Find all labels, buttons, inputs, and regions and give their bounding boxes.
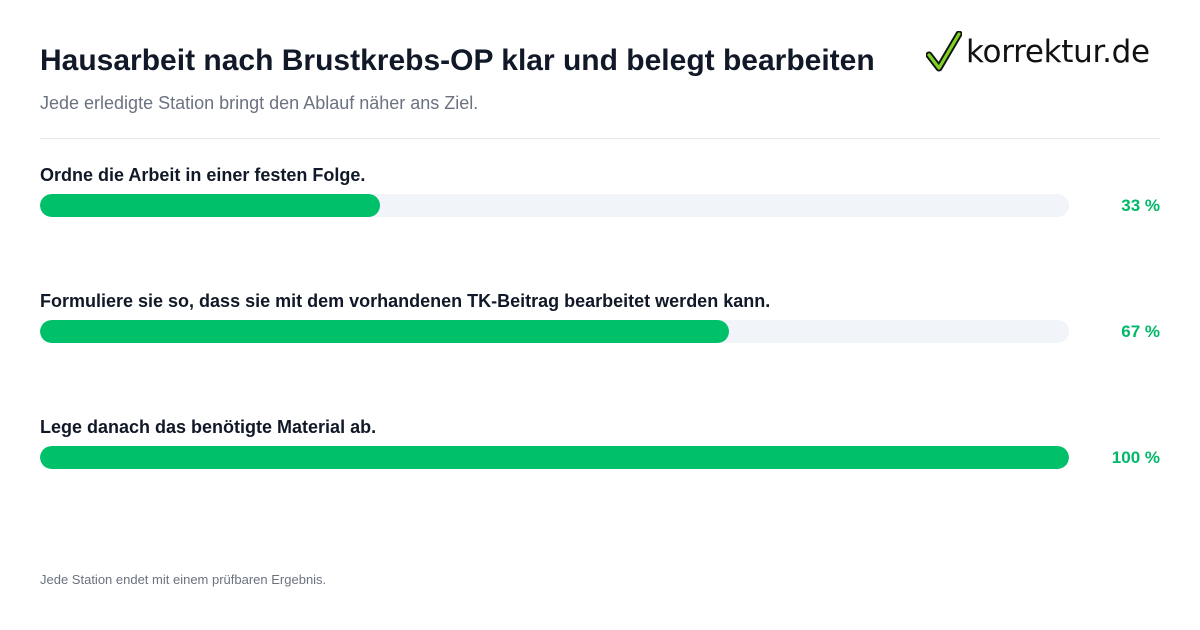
header-divider (40, 138, 1160, 139)
progress-fill (40, 446, 1069, 469)
step-label: Formuliere sie so, dass sie mit dem vorh… (40, 291, 771, 311)
progress-percent: 33 % (1121, 196, 1160, 215)
progress-track (40, 320, 1069, 343)
progress-track (40, 446, 1069, 469)
brand-logo: korrektur.de (926, 30, 1150, 74)
step-label: Ordne die Arbeit in einer festen Folge. (40, 165, 366, 185)
checkmark-icon (926, 31, 962, 72)
progress-step: Formuliere sie so, dass sie mit dem vorh… (40, 291, 1160, 351)
progress-fill (40, 194, 380, 217)
progress-fill (40, 320, 730, 343)
progress-percent: 100 % (1111, 448, 1160, 467)
step-label: Lege danach das benötigte Material ab. (40, 417, 377, 437)
footer-note: Jede Station endet mit einem prüfbaren E… (40, 572, 327, 587)
progress-track (40, 194, 1069, 217)
page-title: Hausarbeit nach Brustkrebs-OP klar und b… (40, 44, 875, 77)
progress-step: Lege danach das benötigte Material ab. 1… (40, 417, 1160, 477)
brand-name: korrektur.de (966, 34, 1150, 70)
progress-percent: 67 % (1121, 322, 1160, 341)
progress-step: Ordne die Arbeit in einer festen Folge. … (40, 165, 1160, 225)
page-subtitle: Jede erledigte Station bringt den Ablauf… (40, 93, 479, 113)
